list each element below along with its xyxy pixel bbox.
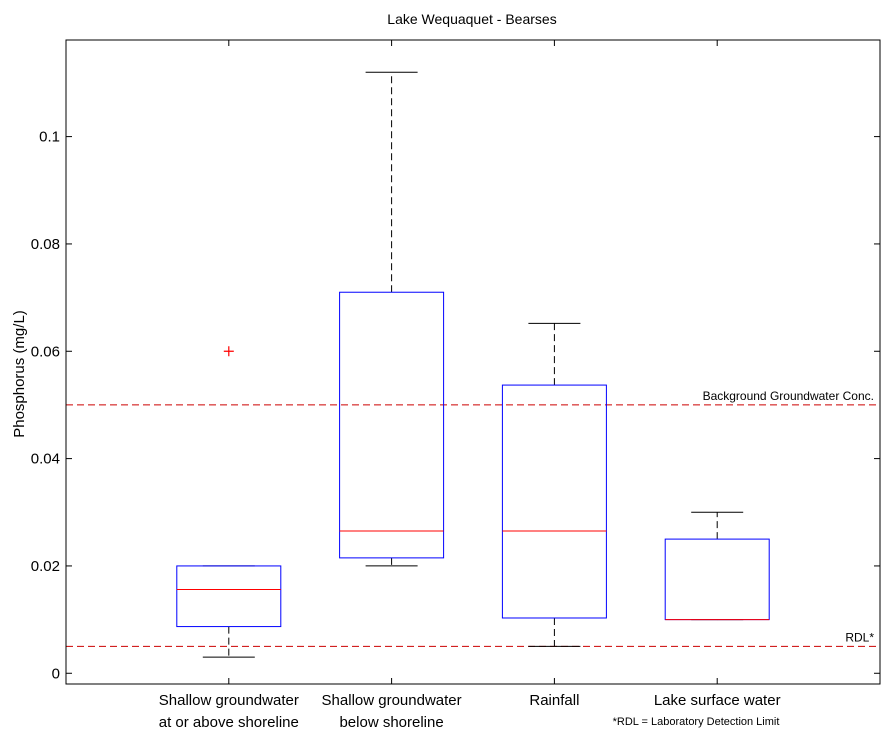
reference-line-label: RDL* <box>845 630 874 644</box>
x-tick-label: Shallow groundwater <box>159 692 299 709</box>
outlier-marker <box>223 346 234 357</box>
x-tick-label: below shoreline <box>339 714 443 731</box>
axes-frame <box>65 39 881 685</box>
box <box>664 538 770 621</box>
box-group <box>501 322 607 647</box>
x-tick-label: Shallow groundwater <box>322 692 462 709</box>
y-tick-label: 0.06 <box>31 343 60 360</box>
box-group <box>339 71 445 567</box>
box-group <box>664 511 770 621</box>
x-tick-label: Rainfall <box>529 692 579 709</box>
y-tick-label: 0.1 <box>39 129 60 146</box>
y-tick-label: 0.08 <box>31 236 60 253</box>
footnote: *RDL = Laboratory Detection Limit <box>613 716 780 728</box>
box-group <box>176 346 282 658</box>
y-axis-title: Phosphorus (mg/L) <box>11 310 28 438</box>
box <box>339 291 445 559</box>
reference-line-label: Background Groundwater Conc. <box>703 389 874 403</box>
box <box>501 384 607 619</box>
chart-title: Lake Wequaquet - Bearses <box>387 11 556 27</box>
y-tick-label: 0 <box>52 665 60 682</box>
box <box>176 565 282 628</box>
y-tick-label: 0.02 <box>31 558 60 575</box>
y-tick-label: 0.04 <box>31 451 60 468</box>
plot-area: Background Groundwater Conc. RDL* 0 0.02 0.0… <box>31 39 881 731</box>
x-tick-label: Lake surface water <box>654 692 781 709</box>
x-tick-label: at or above shoreline <box>159 714 299 731</box>
